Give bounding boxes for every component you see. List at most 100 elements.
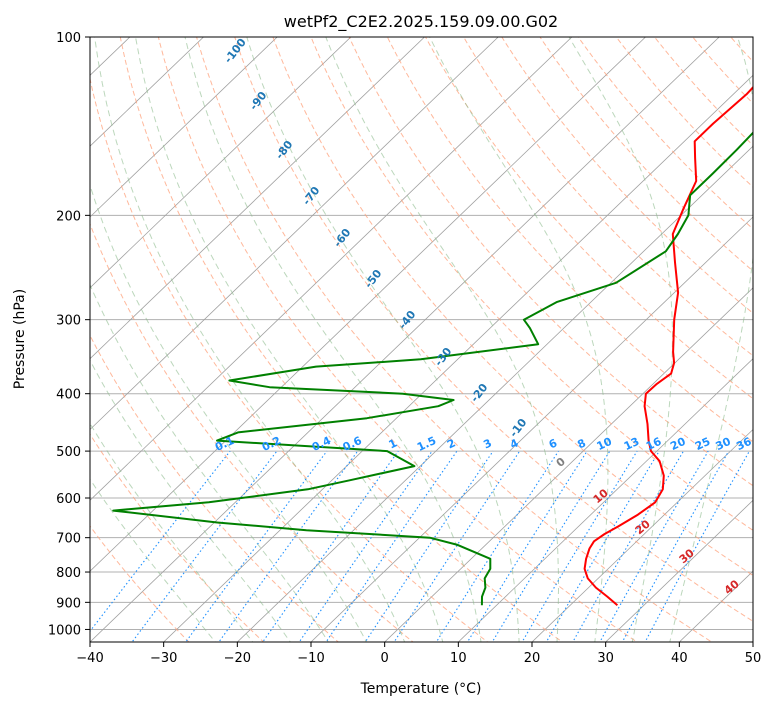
mixing-ratio-line (435, 450, 559, 642)
dewpoint-profile-line (112, 131, 753, 606)
isotherm-line (90, 37, 573, 501)
axes-layer: −40 −30 −20 −10 0 10 20 30 40 50 1000 900 800 700 600 5… (48, 31, 761, 666)
mixing-ratio-label: 16 (644, 435, 664, 453)
x-tick-label: −40 (76, 651, 103, 666)
dry-adiabat-line (424, 37, 753, 400)
mixing-ratio-line (298, 450, 433, 642)
dry-adiabat-line (272, 37, 753, 577)
dry-adiabat-line (539, 37, 753, 272)
x-tick-label: −10 (297, 651, 324, 666)
isotherm-line (752, 641, 753, 642)
frost-point-label: -40 (396, 308, 419, 332)
frost-point-label: -20 (468, 381, 491, 405)
mixing-ratio-line (364, 450, 494, 642)
isotherm-line (458, 358, 753, 642)
mixing-ratio-line (545, 450, 660, 642)
moist-adiabat-line (669, 37, 753, 642)
moist-adiabat-line (90, 478, 216, 642)
dry-adiabat-line (653, 37, 753, 146)
moist-adiabat-line (246, 37, 520, 642)
y-tick-label: 1000 (48, 623, 81, 638)
dry-adiabat-line (577, 37, 753, 230)
isotherm-line (90, 37, 352, 289)
y-tick-label: 600 (56, 492, 81, 507)
mixing-ratio-line (325, 450, 458, 642)
isotherm-line (90, 37, 499, 431)
frost-point-label: -100 (222, 36, 249, 66)
mixing-ratio-label: 8 (575, 436, 587, 451)
frost-point-label: -10 (507, 416, 530, 440)
frost-point-label: -50 (362, 267, 385, 291)
mixing-ratio-line (491, 450, 611, 642)
isotherm-line (90, 37, 278, 218)
dry-adiabat-line (386, 37, 753, 443)
x-tick-label: −20 (224, 651, 251, 666)
dry-adiabat-line (234, 37, 753, 622)
dry-adiabat-line (196, 37, 713, 642)
mixing-ratio-line (644, 450, 750, 642)
moist-adiabat-line (90, 359, 291, 642)
moist-adiabat-line (135, 37, 444, 642)
mixing-ratio-label: 3 (481, 436, 493, 451)
moist-adiabat-line (429, 37, 609, 642)
mixing-ratio-label: 6 (547, 436, 560, 451)
mixing-ratio-line (131, 450, 278, 642)
moist-adiabat-line (568, 37, 674, 642)
y-tick-label: 200 (56, 209, 81, 224)
mixing-ratio-line (262, 450, 399, 642)
mixing-ratio-line (393, 450, 521, 642)
mixing-ratio-line (521, 450, 638, 642)
mixing-ratio-label: 25 (693, 435, 712, 453)
mixing-ratio-line (466, 450, 588, 642)
isotherm-line (90, 37, 204, 147)
moist-adiabat-line (184, 37, 482, 642)
mixing-ratio-label: 20 (668, 435, 688, 453)
mixing-ratio-label: 10 (595, 435, 615, 453)
isotherm-line (531, 428, 753, 642)
isotherm-line (237, 145, 753, 642)
x-tick-label: 40 (671, 651, 688, 666)
x-axis-title: Temperature (°C) (360, 681, 482, 697)
mixing-ratio-label: 30 (714, 435, 734, 453)
mixing-ratio-label: 1 (387, 436, 399, 451)
x-tick-label: 10 (450, 651, 467, 666)
mixing-ratio-label: 13 (622, 435, 641, 453)
frost-point-label: -80 (273, 138, 296, 162)
mixing-ratio-label: 36 (734, 435, 754, 453)
frost-point-label: -90 (247, 89, 270, 113)
dry-adiabat-line (157, 37, 638, 642)
y-tick-label: 900 (56, 596, 81, 611)
x-tick-label: 30 (597, 651, 614, 666)
wetbulb-label: 20 (633, 517, 653, 537)
dry-adiabat-line (348, 37, 753, 487)
mixing-ratio-line (621, 450, 730, 642)
dry-adiabat-line (90, 76, 489, 642)
isotherm-line (90, 37, 720, 642)
isotherm-line (90, 37, 425, 360)
data-series-layer (112, 85, 753, 606)
x-tick-label: −30 (150, 651, 177, 666)
x-tick-label: 50 (745, 651, 762, 666)
dry-adiabat-line (90, 222, 414, 642)
plot-frame (89, 36, 754, 643)
dry-adiabat-line (501, 37, 753, 314)
moist-adiabat-line (90, 422, 254, 642)
dry-adiabat-line (310, 37, 753, 531)
y-tick-label: 100 (56, 31, 81, 46)
y-tick-label: 300 (56, 314, 81, 329)
dry-adiabat-line (119, 37, 564, 642)
y-tick-label: 800 (56, 566, 81, 581)
y-axis-title: Pressure (hPa) (12, 289, 28, 389)
moist-adiabat-line (94, 37, 406, 642)
dry-adiabat-line (90, 334, 340, 642)
isotherm-line (0, 37, 56, 642)
isotherm-line (310, 216, 753, 642)
dry-adiabat-line (745, 10, 775, 654)
isotherm-line (384, 287, 753, 642)
temperature-profile-line (583, 85, 753, 606)
y-tick-label: 400 (56, 388, 81, 403)
dry-adiabat-line (463, 37, 753, 357)
wetbulb-label: 30 (677, 546, 697, 566)
x-tick-label: 0 (381, 651, 389, 666)
